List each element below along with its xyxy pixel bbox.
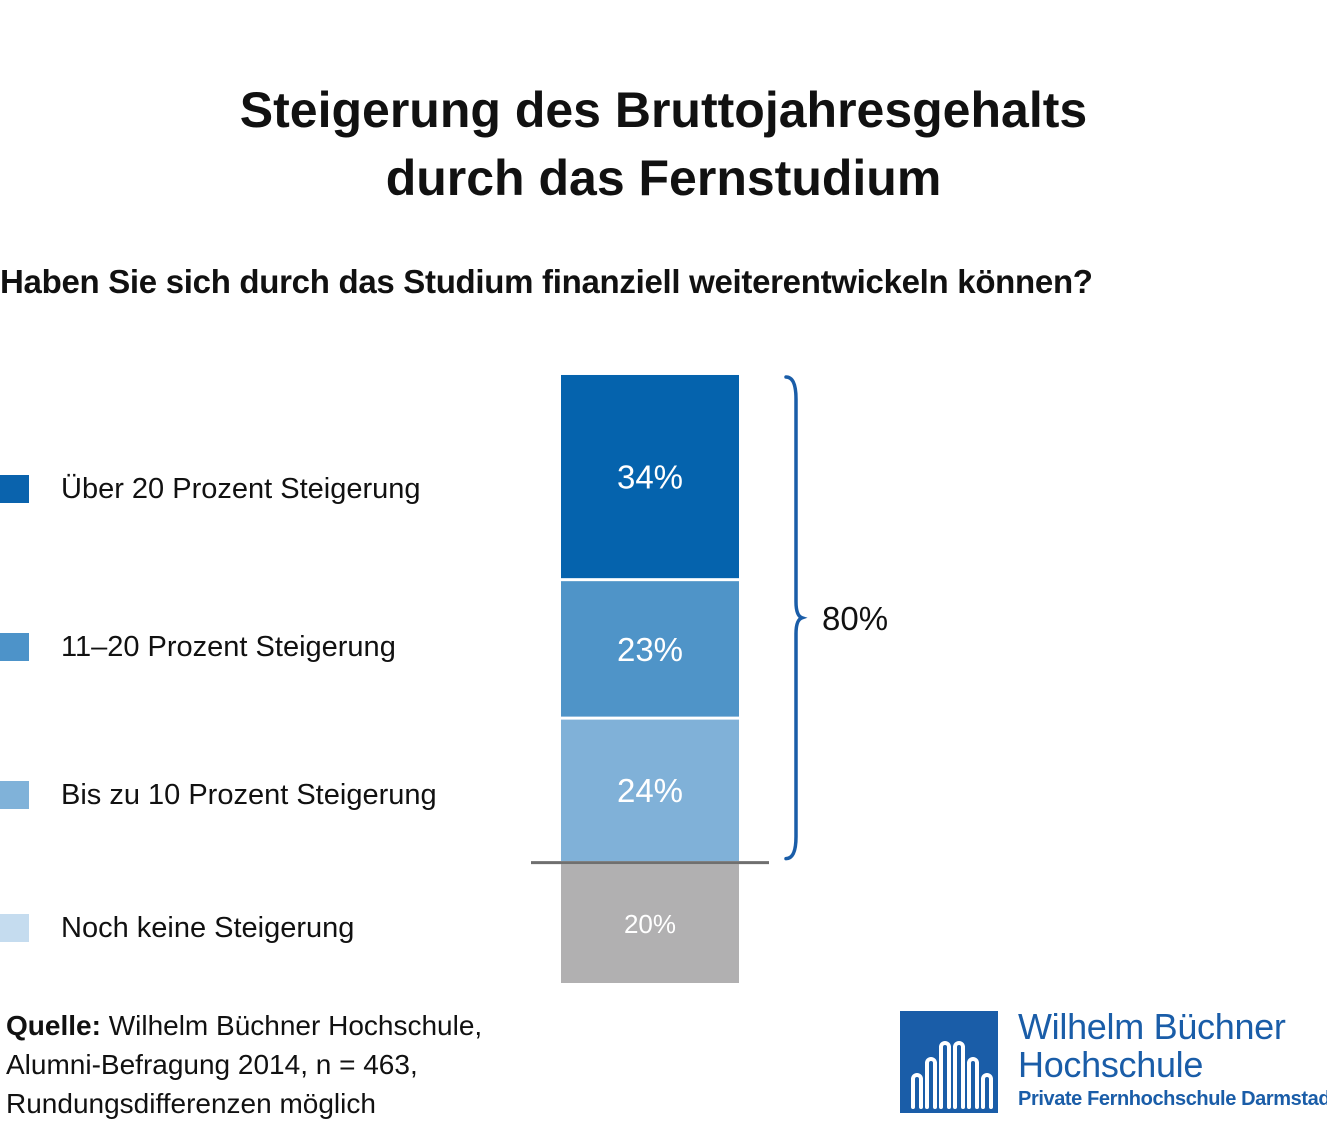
title-line-2: durch das Fernstudium: [385, 150, 942, 206]
legend-item-up-to-10: Bis zu 10 Prozent Steigerung: [0, 775, 437, 815]
legend-item-no-increase: Noch keine Steigerung: [0, 908, 354, 948]
bar-label-over-20: 34%: [617, 458, 683, 495]
bar-segment-over-20: [561, 374, 739, 579]
title-line-1: Steigerung des Bruttojahresgehalts: [239, 82, 1088, 138]
logo-mark-icon: [900, 1011, 998, 1113]
bar-label-11-20: 23%: [617, 631, 683, 668]
legend-swatch-up-to-10: [0, 781, 29, 809]
chart-question: Haben Sie sich durch das Studium finanzi…: [0, 263, 1093, 300]
chart-title: Steigerung des Bruttojahresgehalts durch…: [0, 76, 1327, 212]
legend-swatch-no-increase: [0, 914, 29, 942]
bracket-icon: [784, 375, 808, 861]
bar-segment-up-to-10: [561, 719, 739, 862]
logo-name-line-2: Hochschule: [1018, 1044, 1204, 1085]
legend-label-up-to-10: Bis zu 10 Prozent Steigerung: [61, 778, 437, 811]
source-text-1: Wilhelm Büchner Hochschule,: [100, 1010, 483, 1041]
logo-tagline: Private Fernhochschule Darmstadt: [1018, 1088, 1327, 1110]
legend-label-11-20: 11–20 Prozent Steigerung: [61, 630, 396, 663]
bracket-total-label: 80%: [822, 600, 888, 637]
legend-item-over-20: Über 20 Prozent Steigerung: [0, 469, 421, 509]
source-note: Quelle: Wilhelm Büchner Hochschule, Alum…: [6, 1006, 482, 1123]
source-line-1: Quelle: Wilhelm Büchner Hochschule,: [6, 1006, 482, 1045]
legend-label-over-20: Über 20 Prozent Steigerung: [61, 472, 421, 505]
source-line-3: Rundungsdifferenzen möglich: [6, 1088, 376, 1119]
source-line-2: Alumni-Befragung 2014, n = 463,: [6, 1049, 418, 1080]
legend-swatch-over-20: [0, 475, 29, 503]
logo-text: Wilhelm Büchner Hochschule Private Fernh…: [1018, 1008, 1327, 1114]
university-logo: Wilhelm Büchner Hochschule Private Fernh…: [900, 1008, 1327, 1118]
legend-label-no-increase: Noch keine Steigerung: [61, 911, 355, 944]
bar-segment-11-20: [561, 581, 739, 717]
bar-segment-no-increase: [561, 864, 739, 983]
legend-item-11-20: 11–20 Prozent Steigerung: [0, 627, 396, 667]
bar-label-up-to-10: 24%: [617, 772, 683, 809]
source-label: Quelle:: [6, 1010, 101, 1041]
legend-swatch-11-20: [0, 633, 29, 661]
bar-label-no-increase: 20%: [624, 909, 676, 939]
logo-name-line-1: Wilhelm Büchner: [1018, 1006, 1286, 1047]
